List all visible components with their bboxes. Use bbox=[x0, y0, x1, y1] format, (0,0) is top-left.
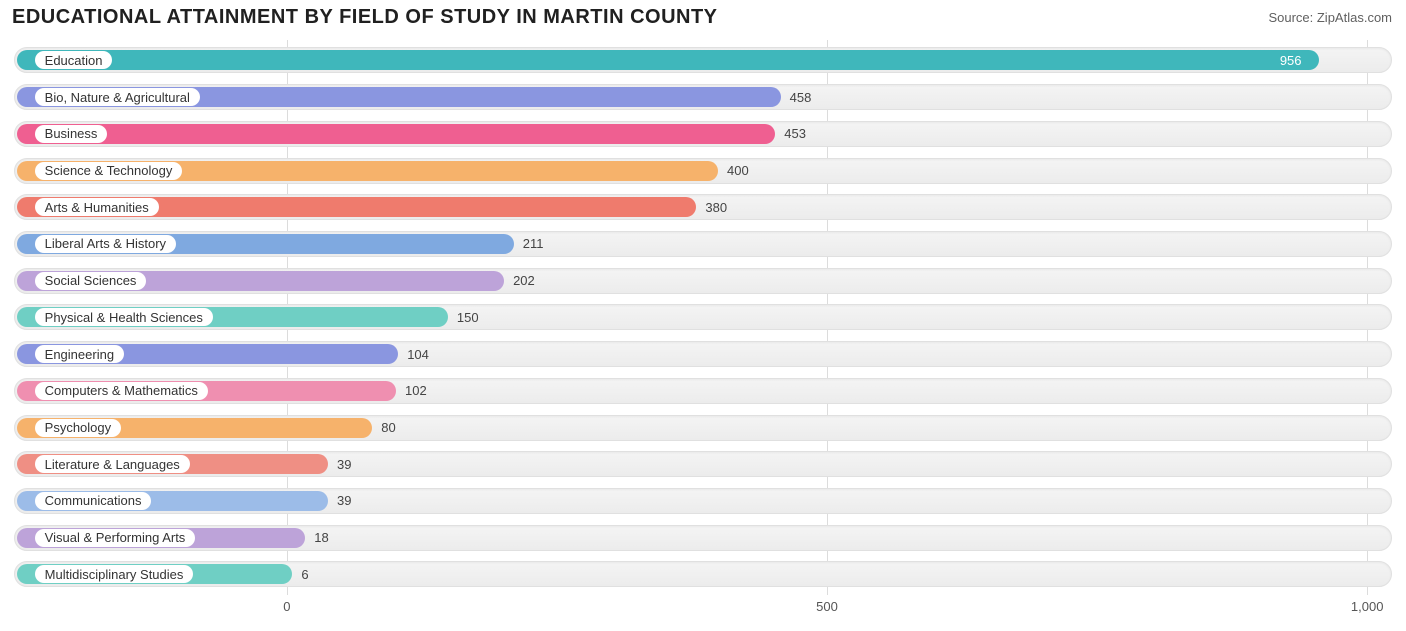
bar-category-label: Education bbox=[35, 51, 113, 69]
bar-row: Education 956 bbox=[14, 45, 1392, 75]
bar-category-label: Arts & Humanities bbox=[35, 198, 159, 216]
bar-category-label: Multidisciplinary Studies bbox=[35, 565, 194, 583]
x-tick-label: 1,000 bbox=[1351, 599, 1384, 614]
bar-value-label: 150 bbox=[449, 302, 479, 332]
bar-row: Computers & Mathematics 102 bbox=[14, 376, 1392, 406]
bar-container: Education 956 Bio, Nature & Agricultural 45… bbox=[14, 40, 1392, 595]
chart-area: Education 956 Bio, Nature & Agricultural 45… bbox=[14, 40, 1392, 623]
bar-row: Engineering 104 bbox=[14, 339, 1392, 369]
bar-value-label: 453 bbox=[776, 119, 806, 149]
bar-value-label: 104 bbox=[399, 339, 429, 369]
bar-row: Bio, Nature & Agricultural 458 bbox=[14, 82, 1392, 112]
bar-value-label: 80 bbox=[373, 413, 395, 443]
bar-category-label: Social Sciences bbox=[35, 272, 147, 290]
bar-value-label: 6 bbox=[293, 559, 308, 589]
chart-title: EDUCATIONAL ATTAINMENT BY FIELD OF STUDY… bbox=[12, 6, 718, 29]
bar-value-label: 956 bbox=[1280, 45, 1316, 75]
bar-category-label: Physical & Health Sciences bbox=[35, 308, 213, 326]
bar-value-label: 380 bbox=[697, 192, 727, 222]
x-tick-label: 500 bbox=[816, 599, 838, 614]
bar-row: Science & Technology 400 bbox=[14, 156, 1392, 186]
bar-row: Communications 39 bbox=[14, 486, 1392, 516]
bar-value-label: 39 bbox=[329, 486, 351, 516]
bar-value-label: 39 bbox=[329, 449, 351, 479]
bar-value-label: 400 bbox=[719, 156, 749, 186]
bar-category-label: Bio, Nature & Agricultural bbox=[35, 88, 200, 106]
bar-row: Social Sciences 202 bbox=[14, 266, 1392, 296]
bar-category-label: Liberal Arts & History bbox=[35, 235, 176, 253]
bar-category-label: Literature & Languages bbox=[35, 455, 190, 473]
bar-value-label: 102 bbox=[397, 376, 427, 406]
bar-value-label: 458 bbox=[782, 82, 812, 112]
bar-value-label: 18 bbox=[306, 523, 328, 553]
bar-row: Physical & Health Sciences 150 bbox=[14, 302, 1392, 332]
bar-value-label: 202 bbox=[505, 266, 535, 296]
bar-category-label: Business bbox=[35, 125, 108, 143]
bar-row: Arts & Humanities 380 bbox=[14, 192, 1392, 222]
x-tick-label: 0 bbox=[283, 599, 290, 614]
bar-category-label: Science & Technology bbox=[35, 162, 183, 180]
bar-row: Psychology 80 bbox=[14, 413, 1392, 443]
bar-category-label: Communications bbox=[35, 492, 152, 510]
x-axis: 0 500 1,000 bbox=[14, 595, 1392, 623]
bar-category-label: Engineering bbox=[35, 345, 124, 363]
bar-fill bbox=[17, 124, 775, 144]
bar-row: Visual & Performing Arts 18 bbox=[14, 523, 1392, 553]
bar-fill bbox=[17, 50, 1319, 70]
bar-category-label: Computers & Mathematics bbox=[35, 382, 208, 400]
bar-row: Literature & Languages 39 bbox=[14, 449, 1392, 479]
bar-row: Business 453 bbox=[14, 119, 1392, 149]
bar-category-label: Psychology bbox=[35, 419, 121, 437]
source-attribution: Source: ZipAtlas.com bbox=[1268, 10, 1392, 25]
plot-region: Education 956 Bio, Nature & Agricultural 45… bbox=[14, 40, 1392, 595]
bar-row: Multidisciplinary Studies 6 bbox=[14, 559, 1392, 589]
bar-category-label: Visual & Performing Arts bbox=[35, 529, 196, 547]
bar-row: Liberal Arts & History 211 bbox=[14, 229, 1392, 259]
bar-value-label: 211 bbox=[515, 229, 544, 259]
